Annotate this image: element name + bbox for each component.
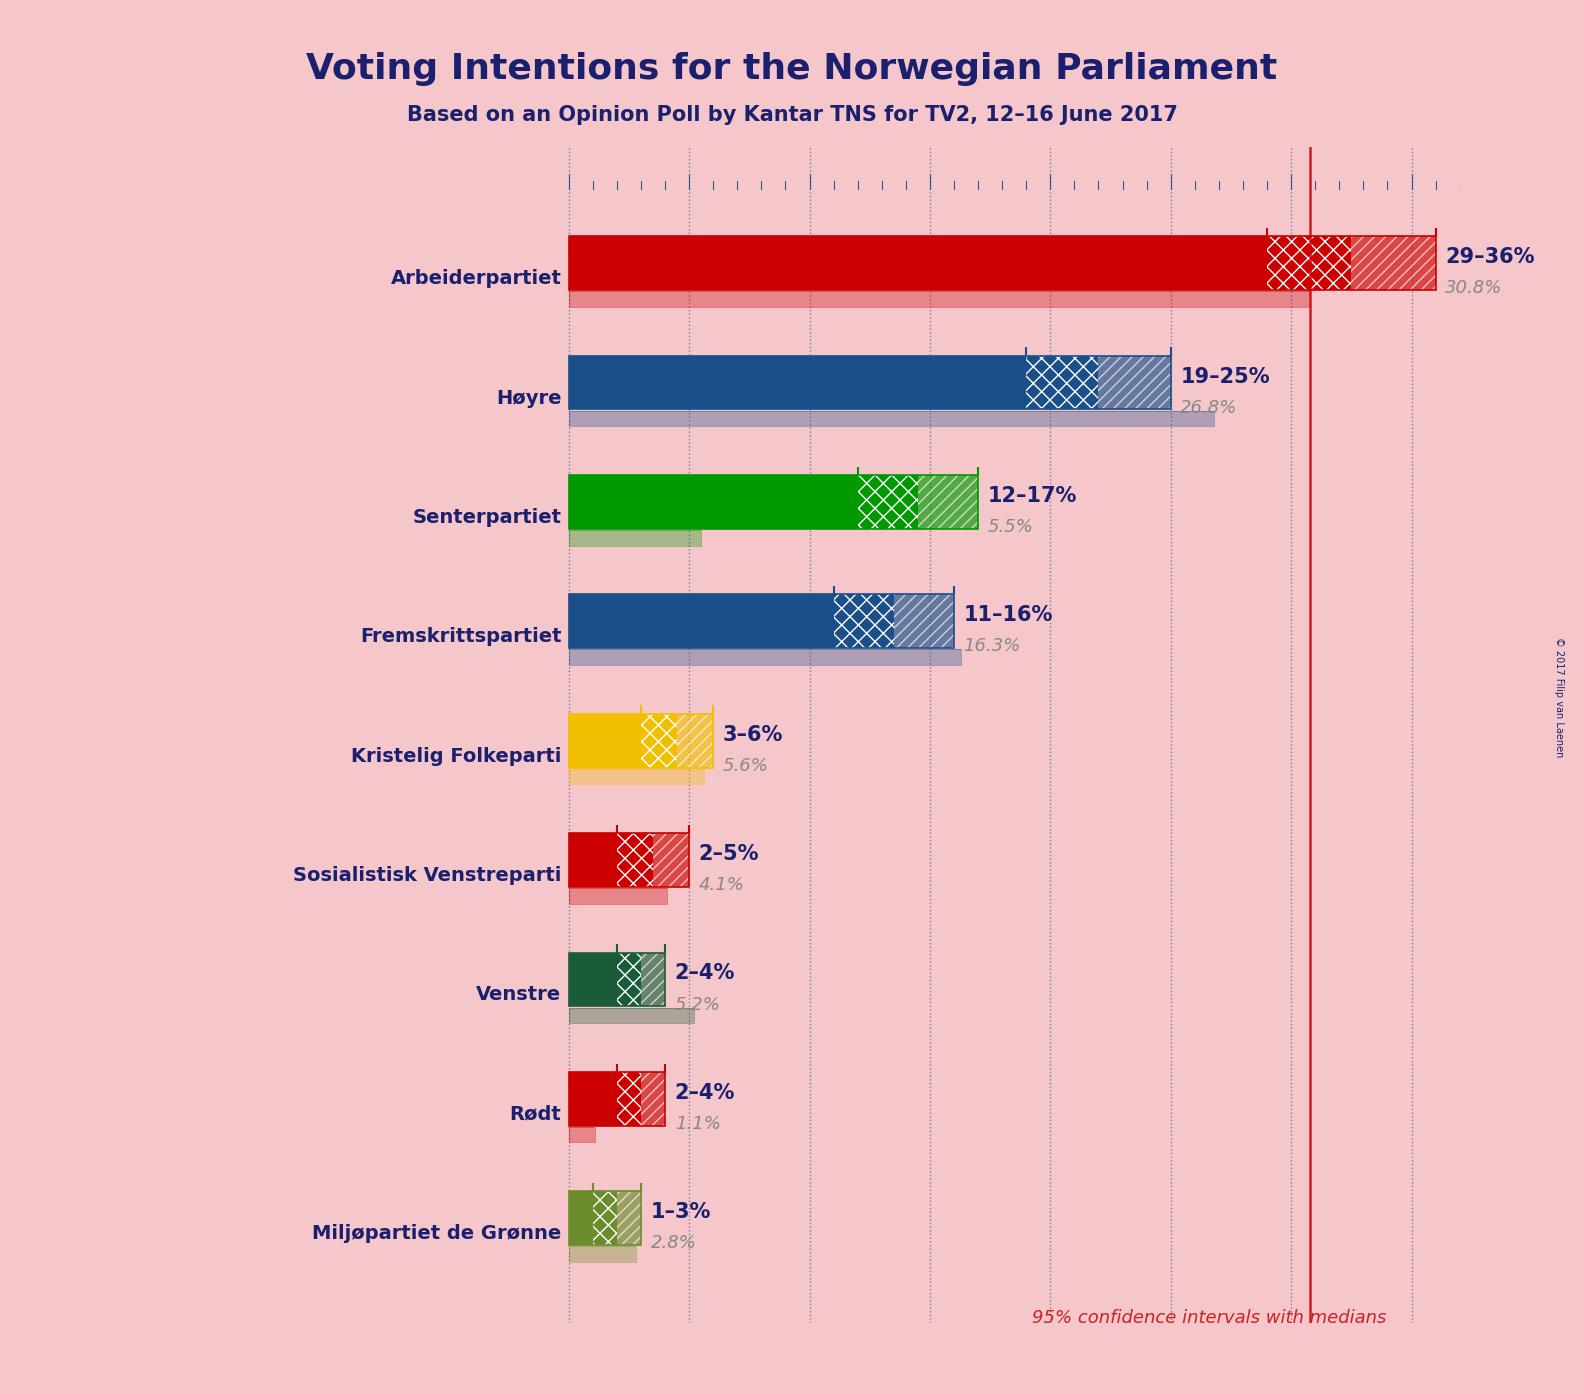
Bar [569, 1126, 596, 1143]
Bar [569, 1126, 596, 1143]
Bar [569, 411, 1213, 427]
Bar [569, 475, 977, 528]
Bar [893, 594, 954, 648]
Bar [569, 952, 665, 1006]
Bar [569, 594, 833, 648]
Bar [569, 355, 1171, 410]
Bar [642, 1072, 665, 1126]
Text: 1.1%: 1.1% [675, 1115, 721, 1133]
Bar [569, 1072, 616, 1126]
Bar [569, 530, 702, 545]
Bar [569, 475, 857, 528]
Text: 2–4%: 2–4% [675, 963, 735, 984]
Text: 5.2%: 5.2% [675, 995, 721, 1013]
Text: 4.1%: 4.1% [699, 877, 744, 894]
Bar [569, 888, 667, 903]
Bar [569, 1008, 694, 1023]
Bar [569, 1246, 637, 1262]
Text: 2–5%: 2–5% [699, 845, 759, 864]
Bar [1267, 237, 1351, 290]
Bar [569, 888, 667, 903]
Text: Høyre: Høyre [496, 389, 561, 407]
Text: 29–36%: 29–36% [1445, 247, 1535, 268]
Bar [569, 768, 703, 785]
Text: Kristelig Folkeparti: Kristelig Folkeparti [352, 747, 561, 765]
Text: 3–6%: 3–6% [722, 725, 782, 744]
Bar [616, 1192, 642, 1245]
Bar [1351, 237, 1435, 290]
Text: Rødt: Rødt [510, 1105, 561, 1124]
Bar [569, 952, 616, 1006]
Text: 19–25%: 19–25% [1180, 367, 1270, 386]
Text: Voting Intentions for the Norwegian Parliament: Voting Intentions for the Norwegian Parl… [306, 52, 1278, 85]
Bar [569, 355, 1026, 410]
Bar [653, 834, 689, 887]
Text: 11–16%: 11–16% [963, 605, 1053, 626]
Bar [616, 952, 642, 1006]
Bar [569, 768, 703, 785]
Bar [917, 475, 977, 528]
Text: 30.8%: 30.8% [1445, 279, 1503, 297]
Text: 16.3%: 16.3% [963, 637, 1022, 655]
Text: Fremskrittspartiet: Fremskrittspartiet [360, 627, 561, 647]
Bar [592, 1192, 616, 1245]
Bar [569, 291, 1310, 307]
Bar [569, 834, 689, 887]
Bar [1026, 355, 1098, 410]
Text: 95% confidence intervals with medians: 95% confidence intervals with medians [1031, 1309, 1386, 1327]
Text: 5.6%: 5.6% [722, 757, 768, 775]
Text: Based on an Opinion Poll by Kantar TNS for TV2, 12–16 June 2017: Based on an Opinion Poll by Kantar TNS f… [407, 105, 1177, 124]
Bar [833, 594, 893, 648]
Bar [569, 834, 616, 887]
Text: © 2017 Filip van Laenen: © 2017 Filip van Laenen [1554, 637, 1563, 757]
Bar [616, 834, 653, 887]
Bar [569, 237, 1267, 290]
Text: 2.8%: 2.8% [651, 1234, 697, 1252]
Text: Arbeiderpartiet: Arbeiderpartiet [391, 269, 561, 289]
Bar [569, 1072, 665, 1126]
Bar [1098, 355, 1171, 410]
Bar [616, 1072, 642, 1126]
Bar [569, 594, 954, 648]
Text: Miljøpartiet de Grønne: Miljøpartiet de Grønne [312, 1224, 561, 1243]
Bar [569, 714, 642, 768]
Bar [569, 1246, 637, 1262]
Text: 26.8%: 26.8% [1180, 399, 1237, 417]
Bar [676, 714, 713, 768]
Bar [569, 291, 1310, 307]
Text: Senterpartiet: Senterpartiet [412, 507, 561, 527]
Bar [569, 411, 1213, 427]
Bar [569, 237, 1435, 290]
Text: 2–4%: 2–4% [675, 1083, 735, 1103]
Text: 12–17%: 12–17% [988, 487, 1077, 506]
Bar [857, 475, 917, 528]
Bar [569, 1192, 642, 1245]
Bar [569, 1192, 592, 1245]
Bar [569, 530, 702, 545]
Text: Sosialistisk Venstreparti: Sosialistisk Venstreparti [293, 866, 561, 885]
Bar [569, 1008, 694, 1023]
Bar [642, 952, 665, 1006]
Bar [642, 714, 676, 768]
Bar [569, 714, 713, 768]
Bar [569, 650, 961, 665]
Text: 5.5%: 5.5% [988, 519, 1034, 537]
Bar [569, 650, 961, 665]
Text: Venstre: Venstre [477, 986, 561, 1005]
Text: 1–3%: 1–3% [651, 1202, 711, 1223]
